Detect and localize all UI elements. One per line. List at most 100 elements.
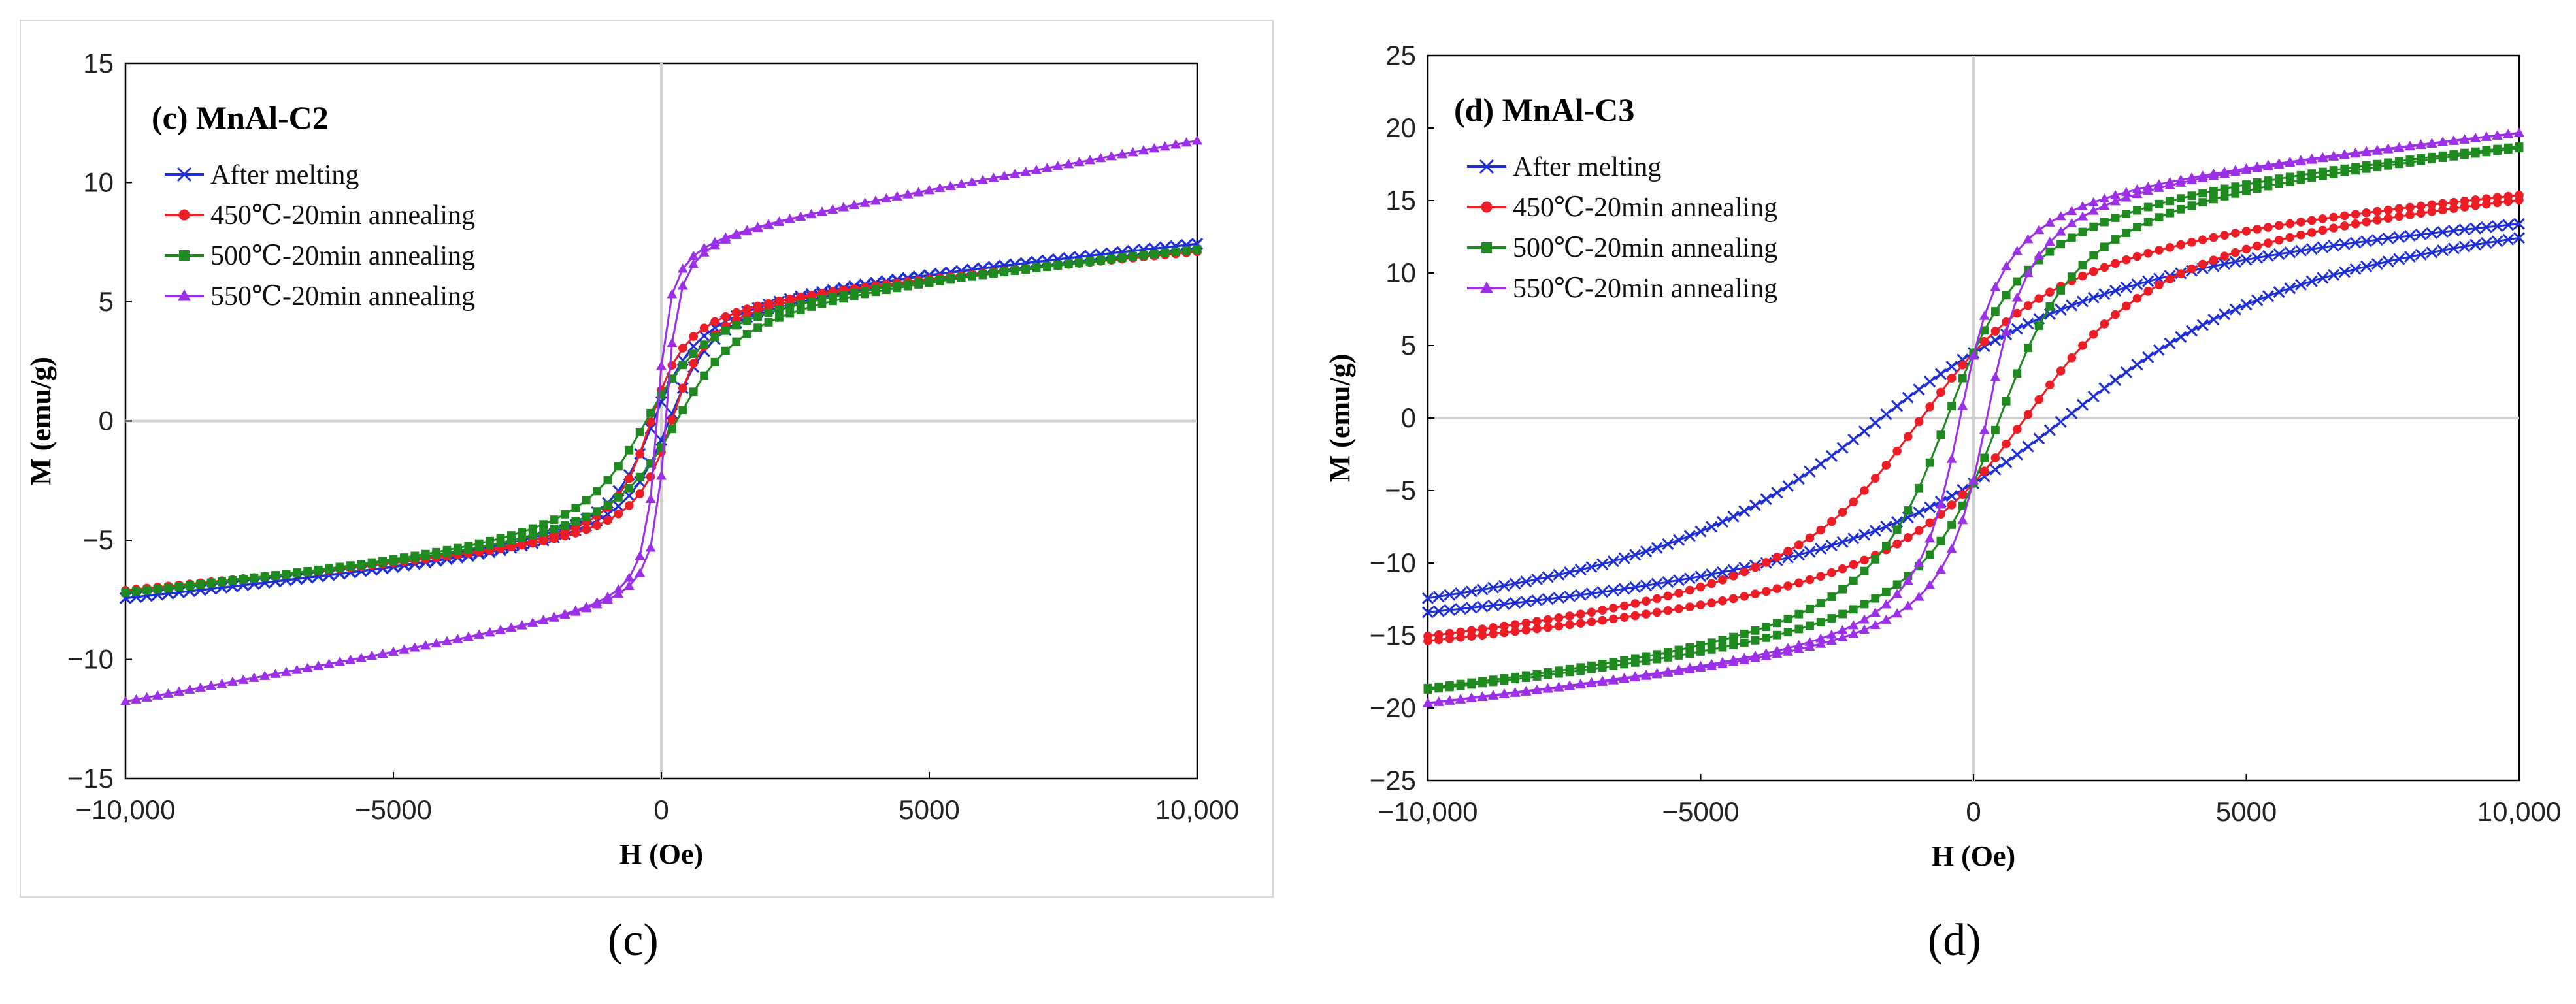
data-point: [678, 383, 687, 393]
data-point: [1718, 636, 1727, 644]
data-point: [2427, 207, 2437, 216]
legend-label: 450℃-20min annealing: [1513, 193, 1777, 223]
legend-marker: [178, 289, 191, 301]
data-point: [2087, 390, 2100, 403]
data-point: [934, 183, 946, 193]
data-point: [2460, 202, 2469, 212]
data-point: [421, 552, 430, 560]
data-point: [1947, 402, 1956, 411]
data-point: [152, 690, 163, 700]
data-point: [400, 555, 408, 564]
data-point: [2164, 180, 2175, 189]
y-tick-label: −10: [67, 644, 114, 675]
data-point: [1990, 372, 2001, 381]
data-point: [689, 332, 698, 341]
data-point: [774, 217, 785, 227]
data-point: [539, 528, 548, 537]
data-point: [2023, 410, 2033, 419]
data-point: [335, 656, 345, 666]
data-point: [1684, 664, 1695, 673]
data-point: [2262, 250, 2274, 262]
data-point: [1662, 667, 1674, 677]
data-point: [957, 274, 966, 283]
data-point: [1117, 253, 1127, 263]
data-point: [785, 302, 795, 311]
data-point: [1075, 259, 1083, 267]
data-point: [1827, 568, 1836, 577]
data-point: [1521, 686, 1532, 696]
data-point: [378, 558, 387, 567]
data-point: [796, 306, 805, 314]
data-point: [2503, 197, 2513, 206]
data-point: [1740, 638, 1749, 647]
data-point: [302, 662, 313, 672]
data-point: [2405, 158, 2415, 167]
data-point: [2360, 235, 2373, 248]
data-point: [1597, 676, 1608, 686]
data-point: [1574, 564, 1587, 576]
data-point: [2110, 189, 2121, 199]
data-point: [2132, 189, 2143, 199]
data-point: [677, 280, 688, 290]
data-point: [2351, 219, 2360, 229]
data-point: [2023, 268, 2034, 278]
data-point: [1979, 337, 1989, 346]
data-point: [1958, 374, 1967, 383]
data-point: [2143, 218, 2153, 227]
data-point: [2274, 235, 2284, 245]
data-point: [2296, 175, 2305, 184]
data-point: [2515, 144, 2524, 153]
data-point: [1642, 609, 1651, 619]
data-point: [1904, 432, 1913, 442]
data-point: [1608, 675, 1619, 685]
data-point: [1934, 368, 1947, 380]
y-tick-label: −15: [1370, 620, 1416, 651]
data-point: [1150, 250, 1159, 259]
data-point: [1762, 633, 1771, 642]
data-point: [550, 525, 559, 534]
data-point: [1728, 572, 1738, 581]
data-point: [2088, 197, 2099, 206]
data-point: [988, 172, 999, 182]
data-point: [1520, 575, 1532, 588]
data-point: [1609, 662, 1618, 670]
data-point: [2503, 129, 2514, 138]
data-point: [2285, 157, 2296, 167]
data-point: [2120, 366, 2132, 378]
data-point: [1729, 632, 1738, 641]
data-point: [614, 493, 623, 502]
legend-label: 550℃-20min annealing: [1513, 274, 1777, 304]
legend-label: 550℃-20min annealing: [210, 282, 475, 312]
data-point: [1171, 248, 1180, 257]
data-point: [625, 474, 634, 483]
data-point: [2133, 223, 2141, 232]
data-point: [120, 696, 131, 705]
data-point: [506, 623, 517, 632]
data-point: [1619, 613, 1629, 622]
data-point: [732, 337, 741, 346]
data-point: [720, 234, 731, 244]
data-point: [323, 658, 335, 668]
data-point: [2428, 155, 2436, 164]
data-point: [829, 297, 837, 306]
data-point: [1773, 630, 1781, 640]
x-tick-label: −10,000: [76, 794, 176, 825]
data-point: [2373, 216, 2382, 225]
data-point: [1500, 628, 1509, 638]
data-point: [1870, 620, 1881, 630]
data-point: [1652, 594, 1662, 604]
data-point: [2187, 201, 2196, 210]
data-point: [775, 313, 784, 322]
data-point: [539, 520, 548, 529]
data-point: [259, 670, 271, 680]
data-point: [248, 672, 259, 682]
data-point: [2231, 189, 2240, 198]
data-point: [1717, 658, 1728, 668]
data-point: [1521, 673, 1530, 683]
x-tick-label: −5000: [355, 794, 432, 825]
data-point: [1815, 458, 1827, 470]
data-point: [2275, 180, 2283, 188]
data-point: [612, 500, 625, 512]
legend-marker: [1481, 201, 1493, 213]
data-point: [1629, 581, 1642, 593]
